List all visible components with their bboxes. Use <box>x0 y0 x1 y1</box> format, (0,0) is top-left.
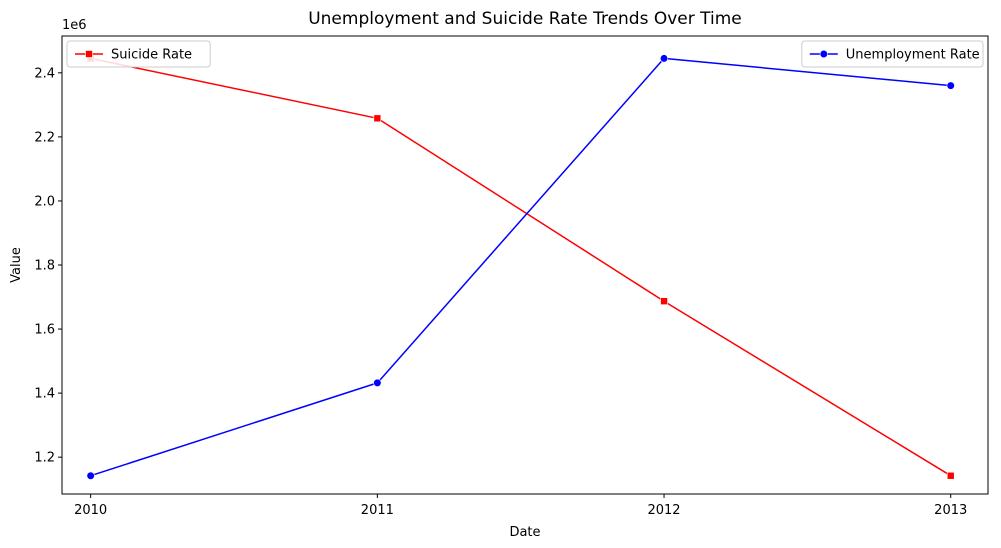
x-tick-label: 2012 <box>647 503 680 518</box>
data-point-square <box>373 114 382 123</box>
legend-box <box>66 40 211 68</box>
y-tick-label: 2.4 <box>34 66 55 81</box>
y-tick-label: 1.4 <box>34 387 55 402</box>
data-point-circle <box>946 81 955 90</box>
legend-marker <box>85 50 93 58</box>
x-tick-label: 2011 <box>361 503 394 518</box>
y-tick-label: 2.2 <box>34 130 55 145</box>
x-axis-title: Date <box>509 525 540 540</box>
y-tick-label: 1.8 <box>34 259 55 274</box>
y-axis-title: Value <box>9 247 24 283</box>
data-point-square <box>946 471 955 480</box>
data-point-square <box>660 297 668 305</box>
plot-frame <box>61 35 989 495</box>
data-point-circle <box>373 378 382 387</box>
chart-title: Unemployment and Suicide Rate Trends Ove… <box>308 9 742 29</box>
data-point-circle <box>659 54 669 63</box>
legend-marker <box>819 49 828 59</box>
tick-layer: 2010 2011 2012 2013 1.2 1.4 1.6 1.8 2.0 2.2 2.4 <box>34 66 967 518</box>
legend-unemployment-rate: Unemployment Rate <box>801 40 984 68</box>
series-line <box>90 57 951 477</box>
series-line <box>90 57 952 477</box>
y-tick-label: 1.6 <box>34 323 55 338</box>
series-layer <box>86 54 955 480</box>
x-tick-label: 2010 <box>74 503 107 518</box>
legend-layer: Suicide Rate Unemployment Rate <box>66 40 984 68</box>
y-tick-label: 1.2 <box>34 451 55 466</box>
x-tick-label: 2013 <box>934 503 967 518</box>
legend-label: Suicide Rate <box>111 48 192 63</box>
legend-suicide-rate: Suicide Rate <box>66 40 211 68</box>
series-unemployment-rate <box>86 54 955 480</box>
legend-box <box>801 40 984 68</box>
data-point-circle <box>86 471 95 480</box>
y-axis-multiplier: 1e6 <box>62 18 87 33</box>
series-suicide-rate <box>86 54 955 480</box>
y-tick-label: 2.0 <box>34 194 55 209</box>
legend-label: Unemployment Rate <box>846 48 980 63</box>
